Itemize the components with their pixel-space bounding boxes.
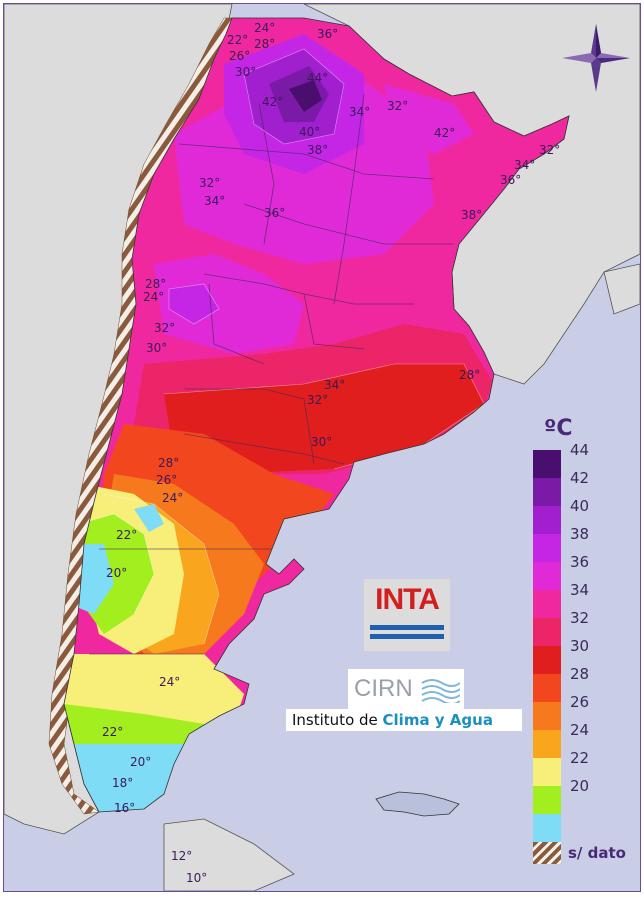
- inta-logo: INTA: [364, 579, 450, 651]
- temp-label: 30°: [146, 341, 167, 355]
- inta-logo-text: INTA: [375, 583, 440, 616]
- temp-label: 32°: [154, 321, 175, 335]
- legend-swatch: [533, 758, 561, 786]
- temp-label: 20°: [130, 755, 151, 769]
- neighbour-land: [4, 4, 640, 891]
- temp-label: 22°: [227, 33, 248, 47]
- legend-swatch: [533, 506, 561, 534]
- temp-label: 40°: [299, 125, 320, 139]
- temp-label: 36°: [317, 27, 338, 41]
- temp-label: 34°: [324, 378, 345, 392]
- legend-swatch: [533, 590, 561, 618]
- legend-swatch: [533, 562, 561, 590]
- temp-label: 24°: [254, 21, 275, 35]
- temp-label: 18°: [112, 776, 133, 790]
- legend-value: 30: [570, 637, 590, 655]
- compass-icon: [562, 24, 630, 92]
- legend-value: 22: [570, 749, 590, 767]
- institute-highlight: Clima y Agua: [382, 711, 493, 729]
- temp-label: 28°: [158, 456, 179, 470]
- legend-value: 20: [570, 777, 590, 795]
- temp-label: 32°: [387, 99, 408, 113]
- temp-label: 38°: [307, 143, 328, 157]
- temp-label: 22°: [102, 725, 123, 739]
- temp-label: 28°: [145, 277, 166, 291]
- legend-value: 34: [570, 581, 590, 599]
- temp-label: 16°: [114, 801, 135, 815]
- legend-swatch: [533, 702, 561, 730]
- legend-value: 26: [570, 693, 590, 711]
- temp-label: 32°: [539, 143, 560, 157]
- temp-label: 26°: [229, 49, 250, 63]
- map-frame: 24° 22° 28° 26° 30° 36° 44° 42° 34° 32° …: [3, 3, 641, 892]
- temp-label: 26°: [156, 473, 177, 487]
- temp-label: 22°: [116, 528, 137, 542]
- legend-swatch: [533, 674, 561, 702]
- temp-label: 30°: [235, 65, 256, 79]
- cirn-logo-text: CIRN: [354, 675, 413, 702]
- institute-prefix: Instituto de: [292, 711, 383, 729]
- temp-label: 12°: [171, 849, 192, 863]
- province-borders: [89, 93, 454, 655]
- temp-label: 24°: [143, 290, 164, 304]
- temp-label: 30°: [311, 435, 332, 449]
- legend-swatch: [533, 450, 561, 478]
- temp-label: 34°: [204, 194, 225, 208]
- temp-label: 34°: [349, 105, 370, 119]
- temp-label: 24°: [159, 675, 180, 689]
- temp-label: 24°: [162, 491, 183, 505]
- legend-value: 38: [570, 525, 590, 543]
- no-data-label: s/ dato: [568, 844, 626, 862]
- temp-label: 28°: [459, 368, 480, 382]
- temp-label: 42°: [434, 126, 455, 140]
- temp-label: 38°: [461, 208, 482, 222]
- legend-swatch: [533, 814, 561, 842]
- legend-value: 40: [570, 497, 590, 515]
- temp-label: 28°: [254, 37, 275, 51]
- legend-value: 24: [570, 721, 590, 739]
- legend-swatch: [533, 618, 561, 646]
- temp-label: 42°: [262, 95, 283, 109]
- malvinas-islands: [375, 791, 460, 817]
- temp-label: 10°: [186, 871, 207, 885]
- legend-swatch: [533, 534, 561, 562]
- legend-unit: ºC: [544, 416, 573, 441]
- legend-swatch: [533, 730, 561, 758]
- temp-label: 36°: [500, 173, 521, 187]
- temp-label: 32°: [199, 176, 220, 190]
- temp-label: 34°: [514, 158, 535, 172]
- temperature-labels: 24° 22° 28° 26° 30° 36° 44° 42° 34° 32° …: [102, 21, 560, 885]
- legend-value: 42: [570, 469, 590, 487]
- legend-swatch: [533, 478, 561, 506]
- legend-value: 28: [570, 665, 590, 683]
- waves-icon: [421, 679, 460, 703]
- legend-value: 32: [570, 609, 590, 627]
- temp-label: 36°: [264, 206, 285, 220]
- temp-label: 32°: [307, 393, 328, 407]
- legend-value: 44: [570, 441, 590, 459]
- legend-swatch: [533, 786, 561, 814]
- legend-value: 36: [570, 553, 590, 571]
- temperature-map: 24° 22° 28° 26° 30° 36° 44° 42° 34° 32° …: [4, 4, 640, 891]
- cirn-logo: CIRN: [348, 669, 464, 709]
- temp-label: 20°: [106, 566, 127, 580]
- temperature-fields: [64, 18, 569, 812]
- legend-swatch: [533, 646, 561, 674]
- no-data-swatch: [533, 842, 561, 864]
- temp-label: 44°: [307, 71, 328, 85]
- institute-name: Instituto de Clima y Agua: [286, 709, 522, 731]
